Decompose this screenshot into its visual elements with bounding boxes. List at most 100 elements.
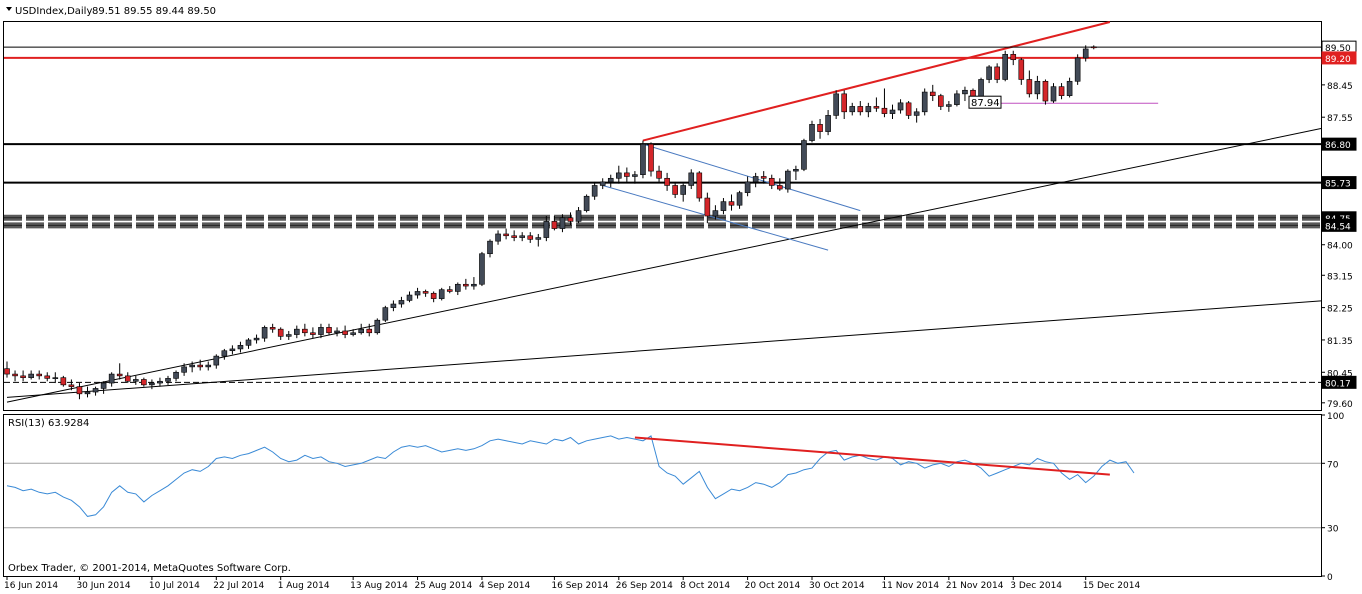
- candle: [535, 233, 542, 247]
- channel-line: [642, 143, 861, 212]
- candles: [4, 45, 1097, 400]
- candle: [116, 363, 123, 380]
- candle-body: [1050, 86, 1057, 102]
- candle-body: [406, 294, 413, 301]
- candle-body: [124, 375, 131, 382]
- candle: [277, 327, 284, 340]
- candle: [141, 377, 147, 387]
- candle: [479, 251, 485, 287]
- time-tick-label: 20 Oct 2014: [745, 581, 801, 591]
- candle: [567, 212, 574, 225]
- price-tick-label: 88.45: [1327, 82, 1353, 92]
- candle: [108, 372, 115, 387]
- collapse-triangle-icon[interactable]: [6, 7, 12, 11]
- candle: [1026, 70, 1033, 98]
- time-tick-label: 25 Aug 2014: [415, 581, 473, 591]
- candle-body: [1034, 80, 1041, 95]
- price-tag-label: 89.50: [1325, 44, 1351, 54]
- candle-body: [680, 185, 687, 195]
- candle-body: [229, 348, 236, 352]
- price-tag-box: [1321, 51, 1357, 65]
- candle-body: [181, 366, 187, 373]
- candle-body: [438, 289, 445, 299]
- candle: [511, 230, 517, 242]
- candle: [261, 325, 268, 342]
- candle-body: [454, 283, 461, 292]
- candle-body: [221, 350, 228, 357]
- candle: [285, 330, 292, 340]
- candle-body: [519, 235, 526, 238]
- candle: [519, 232, 526, 242]
- candle: [1050, 83, 1057, 103]
- candle-body: [1042, 80, 1049, 102]
- candle: [76, 383, 83, 400]
- candle: [615, 165, 622, 184]
- candle-body: [358, 328, 365, 334]
- candle: [334, 327, 340, 337]
- candle: [12, 370, 18, 382]
- candle-body: [946, 104, 952, 107]
- candle-body: [36, 373, 43, 377]
- price-tag-box: [1321, 218, 1357, 232]
- candle: [44, 372, 51, 382]
- candle: [382, 305, 389, 322]
- candle: [760, 171, 767, 184]
- candle-body: [398, 300, 405, 305]
- rsi-tick-label: 0: [1327, 573, 1333, 583]
- rsi-panel: [3, 414, 1322, 577]
- candle-body: [213, 355, 220, 366]
- candle: [326, 323, 332, 335]
- price-tag-box: [1321, 176, 1357, 190]
- candle: [229, 345, 236, 355]
- candle: [921, 88, 928, 116]
- candle-body: [954, 93, 960, 105]
- time-tick-label: 3 Dec 2014: [1010, 581, 1062, 591]
- candle-body: [865, 106, 872, 113]
- candle: [149, 379, 155, 390]
- candle-body: [189, 364, 195, 368]
- candle: [583, 194, 590, 213]
- candle-body: [712, 210, 719, 217]
- candle-body: [133, 379, 139, 382]
- candle: [672, 181, 678, 199]
- price-annotation: 87.94: [971, 98, 1000, 109]
- candle: [1058, 83, 1065, 100]
- candle: [841, 90, 848, 119]
- candle-body: [527, 235, 534, 240]
- candle: [60, 375, 67, 387]
- candle: [913, 108, 920, 123]
- candle: [736, 190, 743, 209]
- candle: [712, 205, 719, 220]
- candle: [189, 361, 195, 373]
- candle-body: [688, 172, 695, 186]
- candle-body: [414, 291, 421, 296]
- candle-body: [390, 303, 397, 308]
- price-tick-label: 79.60: [1327, 400, 1353, 410]
- candle: [551, 216, 558, 231]
- candle-body: [857, 106, 864, 113]
- candle: [962, 86, 968, 102]
- candle-body: [382, 307, 389, 321]
- candle: [1090, 45, 1097, 50]
- candle: [752, 172, 759, 188]
- candle: [92, 386, 99, 396]
- candle-body: [92, 388, 99, 393]
- candle-body: [116, 373, 123, 377]
- candle-body: [543, 221, 550, 238]
- candle: [374, 318, 381, 335]
- time-tick-label: 4 Sep 2014: [479, 581, 531, 591]
- candle-body: [1066, 80, 1073, 96]
- time-tick-label: 1 Aug 2014: [278, 581, 330, 591]
- candle: [1002, 50, 1009, 82]
- candle: [648, 142, 654, 177]
- time-tick-label: 8 Oct 2014: [680, 581, 730, 591]
- candle-body: [205, 364, 212, 368]
- candle: [680, 183, 687, 202]
- price-tag-box: [1321, 137, 1357, 151]
- time-tick-label: 15 Dec 2014: [1083, 581, 1141, 591]
- candle-body: [261, 327, 268, 339]
- candle: [599, 178, 606, 190]
- rsi-label: RSI(13) 63.9284: [8, 418, 89, 429]
- candle: [1010, 50, 1017, 66]
